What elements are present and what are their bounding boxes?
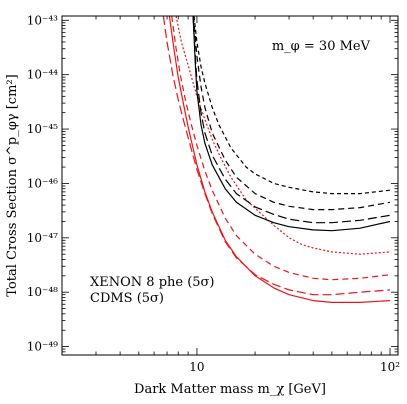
x-tick-label: 10 [189,360,204,374]
y-tick-label: 10⁻⁴⁹ [27,340,58,354]
y-tick-label: 10⁻⁴⁵ [27,122,58,136]
x-tick-label: 10² [380,360,400,374]
y-tick-label: 10⁻⁴³ [27,13,58,27]
y-axis-label: Total Cross Section σ^p_φγ [cm²] [5,74,20,296]
ticks-layer [61,16,398,356]
series-line-6 [192,16,391,211]
series-line-1 [162,16,391,296]
series-line-4 [192,16,391,232]
series-line-2 [171,16,391,281]
plot-frame [61,15,399,356]
y-tick-label: 10⁻⁴⁷ [27,231,58,245]
tick-labels: 10 10² 10⁻⁴⁹ 10⁻⁴⁸ 10⁻⁴⁷ 10⁻⁴⁶ 10⁻⁴⁵ 10⁻⁴⁴ 10⁻⁴³ [27,13,400,374]
series-line-0 [168,16,391,303]
mass-annotation: m_φ = 30 MeV [272,39,371,54]
series-line-3 [175,16,391,255]
series-line-5 [192,16,391,224]
series-layer [162,16,391,303]
y-tick-label: 10⁻⁴⁸ [27,285,58,299]
series-line-7 [193,16,391,195]
y-tick-label: 10⁻⁴⁴ [27,68,58,82]
x-axis-label: Dark Matter mass m_χ [GeV] [134,382,326,397]
legend-entry-xenon: XENON 8 phe (5σ) [90,275,215,290]
y-tick-label: 10⁻⁴⁶ [27,176,58,190]
legend-entry-cdms: CDMS (5σ) [90,291,164,306]
